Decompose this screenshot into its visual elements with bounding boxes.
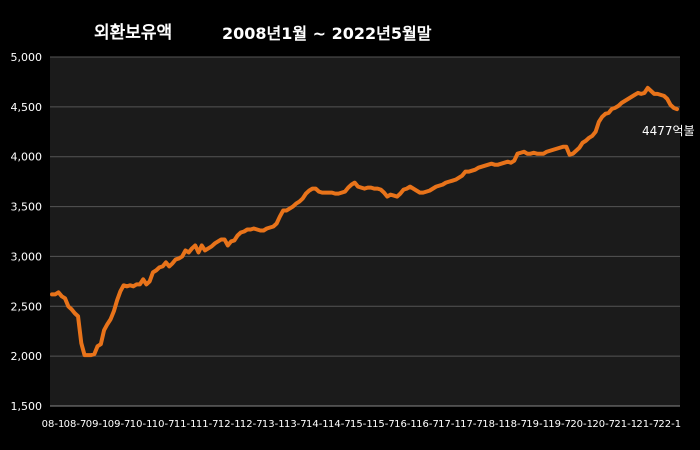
x-tick-label: 10-7 [152, 419, 175, 430]
series-line [50, 85, 679, 358]
x-tick-label: 12-7 [240, 419, 263, 430]
x-tick-label: 18-7 [504, 419, 527, 430]
x-tick-label: 14-1 [306, 419, 329, 430]
x-tick-label: 21-1 [614, 419, 637, 430]
chart-subtitle: 2008년1월 ~ 2022년5월말 [222, 24, 432, 43]
x-tick-label: 08-1 [42, 419, 65, 430]
x-tick-label: 22-1 [658, 419, 681, 430]
x-tick-label: 19-1 [526, 419, 549, 430]
y-axis-tick-labels: 1,500 2,000 2,500 3,000 3,500 4,000 4,500 5,000 [11, 51, 43, 413]
y-tick-label: 2,500 [11, 300, 43, 313]
x-tick-label: 11-1 [174, 419, 197, 430]
x-tick-label: 17-1 [438, 419, 461, 430]
y-tick-label: 5,000 [11, 51, 43, 64]
end-value-annotation: 4477억불 [642, 124, 695, 138]
gridlines [50, 56, 680, 407]
x-tick-label: 17-7 [460, 419, 483, 430]
x-tick-label: 08-7 [64, 419, 87, 430]
y-tick-label: 3,500 [11, 201, 43, 214]
x-tick-label: 21-7 [636, 419, 659, 430]
x-tick-label: 09-1 [86, 419, 109, 430]
x-tick-label: 13-1 [262, 419, 285, 430]
x-tick-label: 18-1 [482, 419, 505, 430]
x-axis-tick-labels: 08-1 08-7 09-1 09-7 10-1 10-7 11-1 11-7 12-1 12-7… [42, 419, 681, 430]
x-tick-label: 11-7 [196, 419, 219, 430]
x-tick-label: 20-7 [592, 419, 615, 430]
x-tick-label: 16-7 [416, 419, 439, 430]
x-tick-label: 14-7 [328, 419, 351, 430]
x-tick-label: 20-1 [570, 419, 593, 430]
chart-title: 외환보유액 [94, 23, 173, 43]
x-tick-label: 15-1 [350, 419, 373, 430]
y-tick-label: 2,000 [11, 350, 43, 363]
x-tick-label: 19-7 [548, 419, 571, 430]
y-tick-label: 4,500 [11, 101, 43, 114]
plot-area [50, 57, 680, 406]
y-tick-label: 4,000 [11, 151, 43, 164]
x-tick-label: 09-7 [108, 419, 131, 430]
x-tick-label: 16-1 [394, 419, 417, 430]
x-tick-label: 12-1 [218, 419, 241, 430]
y-tick-label: 3,000 [11, 250, 43, 263]
y-tick-label: 1,500 [11, 400, 43, 413]
x-tick-label: 15-7 [372, 419, 395, 430]
x-tick-label: 13-7 [284, 419, 307, 430]
x-tick-label: 10-1 [130, 419, 153, 430]
